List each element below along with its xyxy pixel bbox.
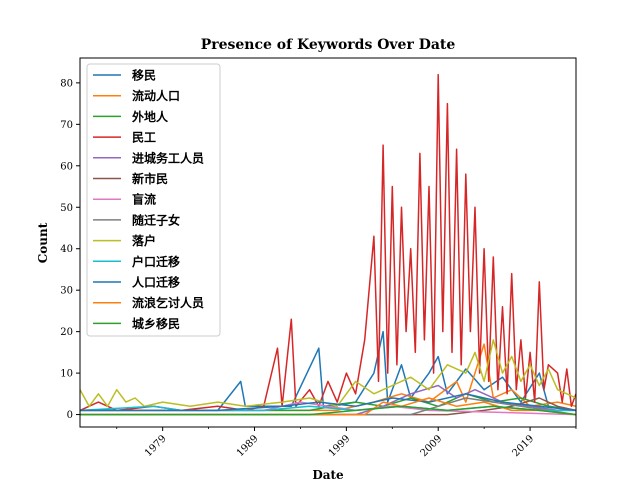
legend-label: 人口迁移 — [132, 275, 180, 290]
legend-label: 落户 — [132, 233, 156, 248]
y-tick-label: 40 — [60, 244, 73, 255]
legend-label: 盲流 — [132, 192, 156, 207]
y-tick-label: 60 — [60, 161, 73, 172]
y-axis-label: Count — [36, 222, 50, 263]
legend-label: 城乡移民 — [132, 316, 180, 331]
legend-label: 随迁子女 — [132, 212, 180, 227]
y-tick-label: 70 — [60, 120, 73, 131]
y-tick-label: 80 — [60, 78, 73, 89]
y-tick-label: 20 — [60, 327, 73, 338]
legend-label: 户口迁移 — [132, 254, 180, 269]
y-tick-label: 50 — [60, 203, 73, 214]
y-tick-label: 30 — [60, 286, 73, 297]
y-tick-label: 10 — [60, 369, 73, 380]
chart-title: Presence of Keywords Over Date — [201, 37, 456, 53]
legend-label: 流动人口 — [132, 88, 180, 103]
y-tick-label: 0 — [67, 410, 73, 421]
legend-label: 移民 — [132, 68, 156, 83]
legend-label: 民工 — [132, 131, 156, 145]
legend-label: 流浪乞讨人员 — [132, 295, 204, 310]
legend: 移民流动人口外地人民工进城务工人员新市民盲流随迁子女落户户口迁移人口迁移流浪乞讨… — [87, 64, 220, 336]
x-axis-label: Date — [312, 468, 344, 480]
legend-label: 进城务工人员 — [132, 150, 204, 165]
legend-label: 新市民 — [132, 171, 168, 186]
legend-label: 外地人 — [132, 109, 169, 124]
